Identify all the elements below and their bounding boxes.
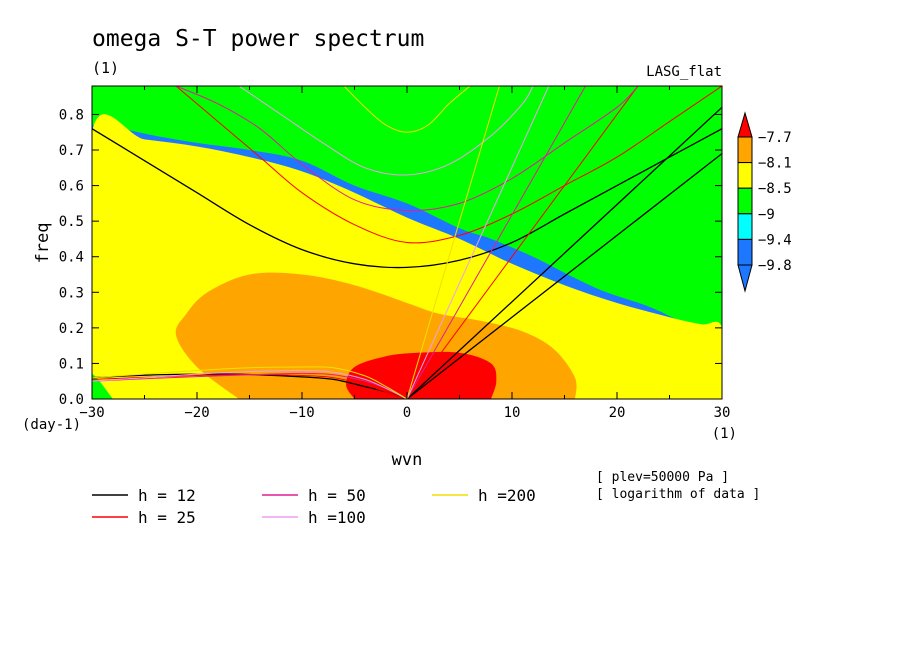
dataset-label: LASG_flat — [646, 64, 722, 80]
x-tick-label: 0 — [403, 405, 411, 421]
contour-fill-layer — [92, 86, 722, 399]
title-unit: (1) — [92, 59, 119, 77]
legend-label: h = 50 — [308, 486, 366, 505]
x-tick-label: 20 — [609, 405, 626, 421]
colorbar-label: −8.5 — [758, 181, 792, 197]
y-tick-label: 0.6 — [59, 179, 84, 195]
dispersion-curve-4-inertia-gravity — [343, 86, 471, 133]
colorbar-label: −9 — [758, 207, 775, 223]
x-tick-label: −20 — [184, 405, 209, 421]
y-tick-label: 0.8 — [59, 107, 84, 123]
dispersion-curve-1-inertia-gravity — [175, 86, 722, 244]
colorbar-label: −9.4 — [758, 232, 792, 248]
colorbar-segment — [737, 238, 753, 266]
dispersion-curve-3-inertia-gravity — [238, 86, 534, 176]
legend: h = 12 h = 25 h = 50 h =100 h =200 — [92, 486, 536, 527]
colorbar-label: −9.8 — [758, 258, 792, 274]
dispersion-curve-4-kelvin — [406, 86, 500, 399]
colorbar-segment — [737, 136, 753, 164]
x-axis-label: wvn — [392, 450, 423, 470]
legend-label: h =100 — [308, 508, 366, 527]
y-tick-label: 0.0 — [59, 392, 84, 408]
legend-label: h = 25 — [138, 508, 196, 527]
annotation-plev: [ plev=50000 Pa ] — [596, 470, 729, 485]
chart-title: omega S-T power spectrum — [92, 26, 424, 52]
dispersion-curve-layer — [92, 86, 722, 399]
dispersion-curve-0-inertia-gravity — [92, 128, 722, 269]
contour-region-7 — [92, 374, 113, 399]
colorbar-segment — [737, 162, 753, 189]
dispersion-curve-2-kelvin — [406, 86, 586, 399]
y-axis: 0.0 0.1 0.2 0.3 0.4 0.5 0.6 0.7 0.8 — [59, 107, 722, 408]
y-tick-label: 0.2 — [59, 321, 84, 337]
dispersion-curve-4-rossby-left — [92, 366, 408, 399]
contour-region-3 — [92, 86, 722, 346]
y-axis-label: freq — [33, 223, 53, 264]
x-tick-label: 10 — [504, 405, 521, 421]
colorbar-high-arrow — [737, 111, 753, 138]
dispersion-curve-0-kelvin — [406, 153, 722, 399]
x-tick-label: −30 — [79, 405, 104, 421]
colorbar-label: −7.7 — [758, 130, 792, 146]
annotation-logarithm: [ logarithm of data ] — [596, 487, 760, 502]
legend-label: h =200 — [478, 486, 536, 505]
x-unit-label: (1) — [712, 426, 737, 442]
y-tick-label: 0.7 — [59, 143, 84, 159]
legend-label: h = 12 — [138, 486, 196, 505]
dispersion-curve-3-kelvin — [406, 86, 550, 399]
y-tick-label: 0.1 — [59, 356, 84, 372]
y-tick-label: 0.5 — [59, 214, 84, 230]
colorbar-low-arrow — [737, 264, 753, 293]
colorbar-segment — [737, 213, 753, 240]
x-tick-label: 30 — [714, 405, 731, 421]
y-unit-label: (day-1) — [22, 417, 81, 433]
dispersion-curve-2-inertia-gravity — [175, 86, 639, 212]
dispersion-curve-1-kelvin — [406, 86, 639, 399]
dispersion-curve-0-mixed-rossby-gravity — [406, 106, 722, 399]
y-tick-label: 0.3 — [59, 285, 84, 301]
colorbar: −7.7 −8.1 −8.5 −9 −9.4 −9.8 — [737, 111, 792, 293]
x-tick-label: −10 — [289, 405, 314, 421]
y-tick-label: 0.4 — [59, 250, 84, 266]
colorbar-label: −8.1 — [758, 156, 792, 172]
dispersion-curve-3-rossby-left — [92, 369, 408, 399]
colorbar-segment — [737, 187, 753, 215]
x-axis: −30 −20 −10 0 10 20 30 — [79, 86, 730, 421]
